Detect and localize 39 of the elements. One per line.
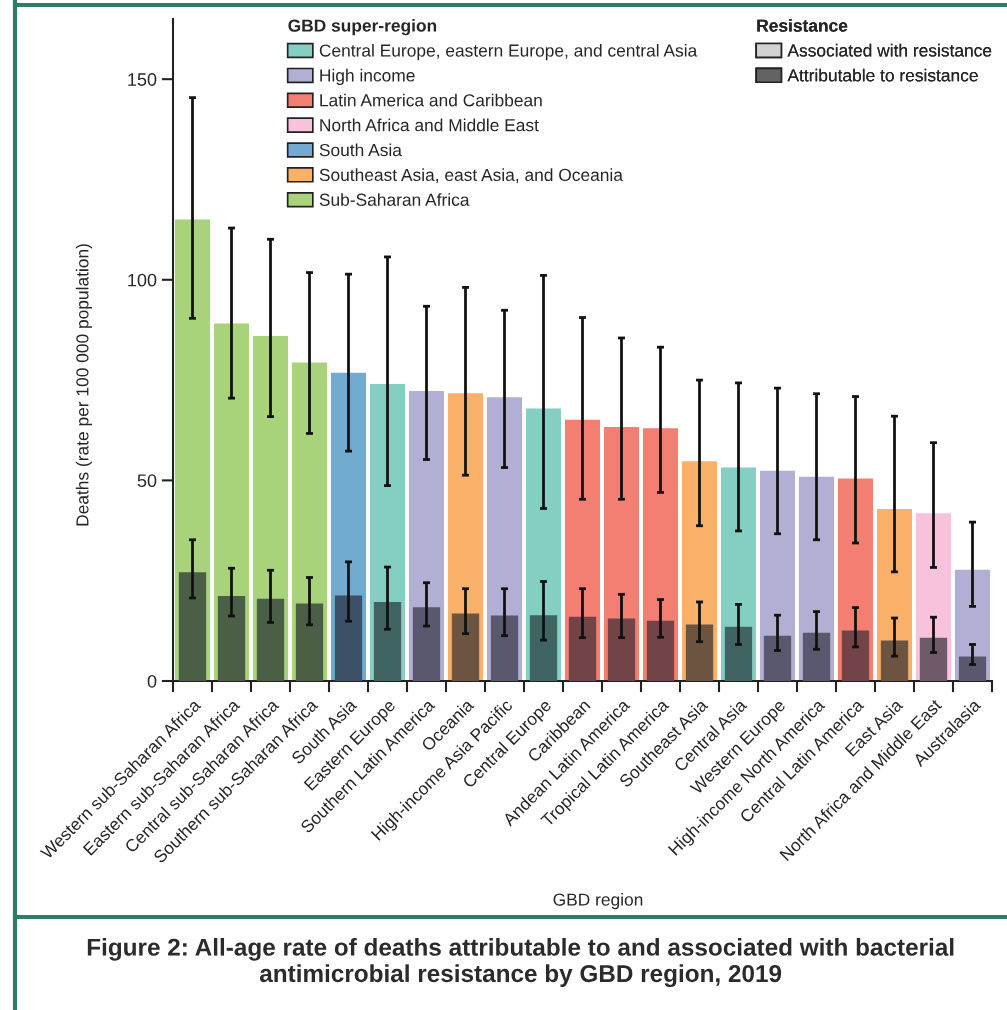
legend-title: GBD super-region [288, 19, 437, 36]
bar [646, 620, 675, 681]
y-axis-title: Deaths (rate per 100 000 population) [75, 244, 92, 526]
x-axis-title: GBD region [553, 893, 643, 910]
bar [490, 615, 519, 681]
legend-label: Associated with resistance [787, 43, 992, 57]
bar [373, 601, 402, 681]
bar [880, 640, 909, 681]
y-tick-label: 100 [128, 273, 157, 287]
legend-label: Latin America and Caribbean [320, 93, 542, 107]
legend-label: South Asia [319, 143, 402, 157]
y-tick-label: 0 [147, 674, 157, 688]
annotation: Resistance [757, 19, 848, 32]
bar [256, 598, 285, 681]
legend-label: Sub-Saharan Africa [319, 193, 470, 206]
bar [802, 632, 831, 681]
text: Figure 2: All-age rate of deaths attributable to and associated with bacterial antimicrobial resistance by GBD region, 2019 [87, 938, 954, 988]
legend-label: Southeast Asia, east Asia, and Oceania [319, 168, 623, 184]
bar [607, 618, 636, 681]
legend-label: North Africa and Middle East [320, 118, 539, 132]
bar [568, 616, 597, 681]
bar [958, 656, 987, 681]
legend-label: Attributable to resistance [787, 68, 978, 82]
bar [178, 572, 207, 681]
bar [919, 637, 948, 681]
bar [763, 635, 792, 681]
bar [295, 603, 324, 681]
y-tick-label: 50 [137, 474, 157, 488]
legend-label: Central Europe, eastern Europe, and central Asia [319, 43, 698, 61]
bar [724, 626, 753, 681]
bar [217, 595, 246, 681]
bar [412, 607, 441, 681]
bar [334, 595, 363, 681]
bar [841, 630, 870, 681]
bar [451, 613, 480, 681]
bar [685, 624, 714, 681]
y-tick-label: 150 [128, 73, 157, 86]
bar [529, 615, 558, 681]
legend-label: High income [320, 68, 415, 85]
